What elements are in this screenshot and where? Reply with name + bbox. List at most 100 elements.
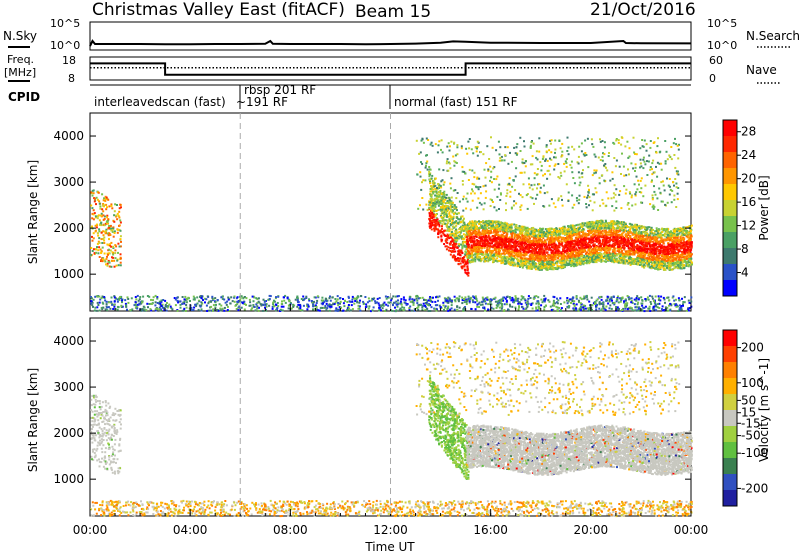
echo-cell	[365, 303, 367, 305]
echo-cell	[657, 303, 659, 305]
echo-cell	[217, 299, 219, 301]
echo-cell	[222, 308, 224, 310]
echo-cell	[121, 301, 123, 303]
echo-cell	[90, 297, 92, 299]
echo-cell	[455, 243, 457, 245]
echo-cell	[487, 303, 489, 305]
echo-cell	[255, 297, 257, 299]
echo-cell	[100, 251, 102, 253]
echo-cell	[351, 301, 353, 303]
echo-cell	[618, 251, 620, 253]
echo-cell	[637, 302, 639, 304]
echo-cell	[443, 309, 445, 311]
echo-cell	[468, 296, 470, 298]
echo-cell	[322, 299, 324, 301]
echo-cell	[433, 207, 435, 209]
echo-cell	[450, 206, 452, 208]
echo-cell	[255, 309, 257, 311]
echo-cell	[277, 296, 279, 298]
echo-cell	[155, 295, 157, 297]
echo-cell	[296, 296, 298, 298]
echo-cell	[99, 219, 101, 221]
echo-cell	[135, 301, 137, 303]
echo-cell	[398, 295, 400, 297]
echo-cell	[385, 296, 387, 298]
echo-cell	[258, 301, 260, 303]
echo-cell	[275, 296, 277, 298]
echo-cell	[450, 254, 452, 256]
echo-cell	[107, 218, 109, 220]
echo-cell	[461, 302, 463, 304]
echo-cell	[624, 308, 626, 310]
echo-cell	[434, 195, 436, 197]
echo-cell	[297, 297, 299, 299]
echo-cell	[403, 307, 405, 309]
echo-cell	[586, 222, 588, 224]
echo-cell	[348, 308, 350, 310]
echo-cell	[112, 254, 114, 256]
echo-cell	[429, 215, 431, 217]
echo-cell	[432, 182, 434, 184]
echo-cell	[429, 223, 431, 225]
echo-cell	[452, 247, 454, 249]
echo-cell	[106, 256, 108, 258]
echo-cell	[462, 226, 464, 228]
echo-cell	[368, 297, 370, 299]
echo-cell	[446, 248, 448, 250]
echo-cell	[447, 310, 449, 312]
echo-cell	[93, 218, 95, 220]
echo-cell	[573, 308, 575, 310]
echo-cell	[401, 306, 403, 308]
echo-cell	[557, 299, 559, 301]
echo-cell	[266, 303, 268, 305]
echo-cell	[458, 300, 460, 302]
echo-cell	[113, 236, 115, 238]
echo-cell	[442, 195, 444, 197]
echo-cell	[403, 309, 405, 311]
echo-cell	[409, 306, 411, 308]
echo-cell	[346, 301, 348, 303]
echo-cell	[97, 217, 99, 219]
echo-cell	[543, 308, 545, 310]
echo-cell	[570, 302, 572, 304]
echo-cell	[227, 306, 229, 308]
echo-cell	[120, 241, 122, 243]
echo-cell	[459, 231, 461, 233]
echo-cell	[97, 232, 99, 234]
echo-cell	[111, 304, 113, 306]
echo-cell	[114, 203, 116, 205]
echo-cell	[242, 302, 244, 304]
echo-cell	[119, 224, 121, 226]
echo-cell	[463, 218, 465, 220]
echo-cell	[282, 309, 284, 311]
echo-cell	[467, 263, 469, 265]
echo-cell	[120, 253, 122, 255]
echo-cell	[535, 310, 537, 312]
echo-cell	[463, 233, 465, 235]
echo-cell	[135, 305, 137, 307]
echo-cell	[530, 297, 532, 299]
echo-cell	[496, 304, 498, 306]
echo-cell	[469, 298, 471, 300]
echo-cell	[596, 304, 598, 306]
echo-cell	[462, 257, 464, 259]
echo-cell	[518, 306, 520, 308]
echo-cell	[306, 308, 308, 310]
echo-cell	[353, 303, 355, 305]
echo-cell	[602, 302, 604, 304]
echo-cell	[114, 296, 116, 298]
echo-cell	[440, 306, 442, 308]
echo-cell	[250, 305, 252, 307]
echo-cell	[104, 253, 106, 255]
echo-cell	[457, 257, 459, 259]
echo-cell	[106, 206, 108, 208]
echo-cell	[102, 258, 104, 260]
echo-cell	[451, 228, 453, 230]
echo-cell	[114, 232, 116, 234]
echo-cell	[514, 300, 516, 302]
echo-cell	[256, 308, 258, 310]
echo-cell	[142, 296, 144, 298]
echo-cell	[108, 225, 110, 227]
echo-cell	[319, 310, 321, 312]
echo-cell	[302, 296, 304, 298]
